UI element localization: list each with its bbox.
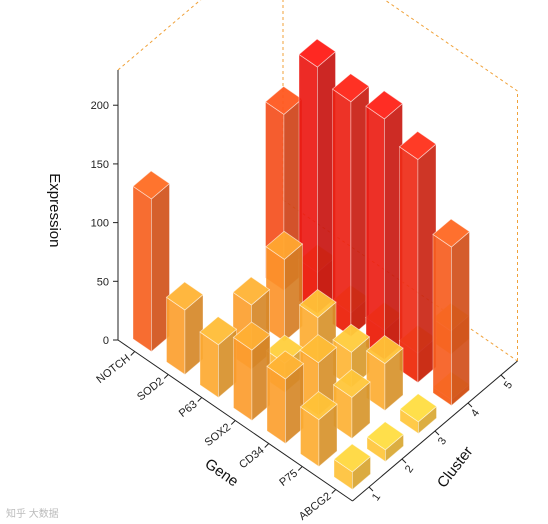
bar-front-face	[399, 146, 419, 384]
cluster-tick-mark	[368, 486, 374, 492]
gene-tick-mark	[130, 351, 136, 356]
bar-top-face	[365, 90, 404, 120]
z-tick-label: 150	[91, 159, 109, 171]
gene-tick-mark	[331, 489, 337, 494]
cluster-tick-mark	[434, 430, 440, 436]
bar-top-face	[298, 288, 337, 319]
bar-top-face	[199, 316, 238, 346]
z-tick-label: 50	[97, 276, 109, 288]
gene-tick-label: P63	[177, 398, 200, 420]
bar-top-face	[132, 170, 171, 200]
bar-front-face	[365, 105, 385, 361]
cluster-tick-label: 4	[469, 407, 482, 419]
bar-front-face	[233, 336, 253, 422]
gene-tick-mark	[230, 420, 236, 425]
cluster-tick-mark	[401, 458, 407, 464]
bar-front-face	[166, 296, 186, 376]
watermark: 知乎 大数据	[6, 509, 59, 520]
bar-front-face	[432, 233, 452, 407]
gene-tick-label: NOTCH	[94, 352, 132, 386]
bar-top-face	[366, 421, 405, 451]
cluster-tick-label: 1	[370, 491, 383, 503]
gene-tick-label: SOX2	[203, 421, 234, 449]
z-axis-title: Expression	[46, 173, 63, 247]
cluster-tick-label: 2	[403, 463, 416, 475]
gene-tick-mark	[297, 466, 303, 471]
bar-top-face	[266, 350, 305, 380]
bar-top-face	[232, 321, 271, 351]
gene-tick-mark	[197, 397, 203, 402]
gene-tick-label: ABCG2	[297, 490, 334, 522]
bar-side-face	[450, 230, 470, 407]
gene-tick-label: CD34	[237, 444, 267, 471]
bar-top-face	[365, 334, 404, 365]
bar-top-face	[265, 230, 304, 260]
bar-top-face	[333, 443, 372, 473]
bar-top-face	[332, 368, 371, 398]
bar-top-face	[399, 393, 438, 423]
gene-axis-title: Gene	[202, 455, 242, 490]
z-tick-label: 100	[91, 218, 109, 230]
cluster-tick-mark	[500, 374, 506, 380]
bar-top-face	[432, 218, 471, 248]
bar-front-face	[332, 88, 352, 338]
bar-top-face	[332, 323, 371, 353]
cluster-axis-title: Cluster	[434, 443, 477, 491]
bar-top-face	[299, 334, 338, 364]
gene-tick-mark	[163, 374, 169, 379]
gene-tick-label: P75	[277, 467, 300, 489]
cluster-tick-label: 3	[436, 435, 449, 447]
z-tick-label: 0	[103, 335, 109, 347]
bar-front-face	[132, 185, 152, 353]
bar-top-face	[232, 276, 271, 306]
z-tick-label: 200	[91, 100, 109, 112]
gene-tick-label: SOD2	[135, 375, 166, 403]
gene-tick-mark	[264, 443, 270, 448]
bar-top-face	[331, 73, 370, 103]
cluster-tick-label: 5	[502, 379, 515, 391]
bar-top-face	[299, 390, 338, 421]
cluster-tick-mark	[467, 402, 473, 408]
bar-top-face	[298, 38, 337, 68]
bar-top-face	[398, 130, 437, 161]
bar-top-face	[165, 281, 204, 311]
bar-front-face	[266, 365, 286, 445]
frame-top-back	[117, 0, 518, 92]
